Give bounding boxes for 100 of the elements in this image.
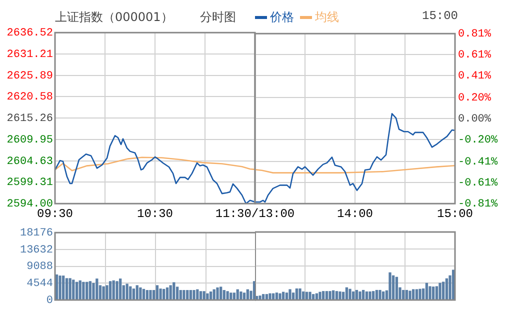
y2-tick-label: -0.41%: [458, 156, 498, 169]
bar: [108, 281, 112, 300]
bar: [368, 291, 372, 300]
bar: [159, 288, 162, 300]
bar: [156, 285, 159, 300]
bar: [166, 287, 169, 300]
bar: [182, 290, 186, 300]
bar: [88, 281, 92, 300]
chart-subtitle: 分时图: [200, 9, 236, 26]
y-tick-label: 0: [46, 294, 53, 307]
bar: [62, 276, 65, 300]
bar: [418, 288, 422, 300]
bar: [372, 291, 375, 300]
x-tick-label: 14:00: [336, 206, 374, 221]
bar: [102, 286, 105, 300]
bar: [209, 292, 212, 300]
bar: [432, 286, 435, 300]
bar: [222, 290, 226, 300]
bar: [298, 288, 302, 300]
bar: [116, 281, 118, 300]
bar: [146, 290, 148, 300]
bar: [242, 292, 246, 300]
y-tick-label: 2625.89: [6, 70, 53, 82]
y2-tick-label: 0.41%: [458, 70, 492, 82]
bar: [328, 291, 332, 300]
y-tick-label: 4544: [26, 278, 54, 290]
y-tick-label: 2599.31: [6, 177, 54, 190]
y-tick-label: 9088: [26, 261, 53, 274]
bar: [139, 287, 142, 300]
x-tick-label: 10:30: [136, 206, 174, 221]
y2-tick-label: 0.81%: [458, 28, 492, 41]
bar: [202, 291, 206, 300]
bar: [288, 289, 292, 300]
bar: [362, 290, 365, 300]
bar: [365, 291, 368, 300]
bar: [58, 276, 62, 300]
y-tick-label: 2620.58: [6, 92, 53, 104]
bar: [452, 270, 455, 300]
bar: [169, 285, 172, 300]
bar: [435, 286, 438, 300]
bar: [232, 292, 236, 300]
bar: [68, 278, 72, 300]
bar: [132, 288, 136, 300]
bar: [118, 278, 122, 300]
bar: [82, 282, 85, 300]
bar: [106, 285, 108, 300]
bar: [312, 294, 315, 300]
bar: [126, 284, 128, 300]
bar: [335, 291, 338, 300]
bar: [358, 291, 362, 300]
y-tick-label: 13632: [20, 244, 53, 256]
bar: [189, 290, 192, 300]
bar: [75, 282, 78, 300]
bar: [262, 294, 265, 300]
bar: [216, 287, 219, 300]
bar: [78, 280, 82, 300]
bar: [230, 292, 232, 300]
y-tick-label: 2604.63: [6, 156, 53, 168]
bar: [172, 282, 176, 300]
bar: [302, 291, 305, 300]
bar: [378, 290, 382, 300]
bar: [199, 291, 202, 300]
bar: [402, 290, 405, 300]
y-tick-label: 2609.95: [6, 134, 53, 146]
bar: [392, 275, 395, 300]
bar: [442, 282, 445, 300]
bar: [338, 291, 342, 300]
y-tick-label: 2631.21: [6, 48, 54, 61]
y2-tick-label: -0.61%: [458, 178, 498, 190]
bar: [325, 291, 328, 300]
bar: [86, 282, 88, 300]
bar: [265, 294, 268, 300]
bar: [285, 292, 288, 300]
bar: [382, 291, 385, 300]
bar: [348, 288, 352, 300]
bar: [192, 290, 196, 300]
bar: [438, 282, 442, 300]
bar: [405, 290, 408, 300]
bar: [219, 286, 222, 300]
bar: [308, 292, 312, 300]
bar: [415, 289, 418, 300]
bar: [428, 286, 432, 300]
bar: [258, 296, 262, 300]
bar: [322, 291, 325, 300]
bar: [142, 288, 146, 300]
bar: [445, 278, 448, 300]
x-tick-label: 15:00: [436, 206, 474, 221]
bar: [149, 290, 152, 300]
y2-tick-label: -0.20%: [458, 134, 498, 146]
bar: [318, 292, 322, 300]
bar: [412, 289, 415, 300]
y-tick-label: 18176: [20, 228, 53, 240]
bar: [179, 290, 182, 300]
bar: [112, 280, 115, 300]
bar: [129, 286, 132, 300]
bar: [240, 292, 242, 300]
bar: [345, 287, 348, 300]
bar: [226, 291, 229, 300]
y-tick-label: 2615.26: [6, 113, 53, 126]
bar: [292, 292, 295, 300]
